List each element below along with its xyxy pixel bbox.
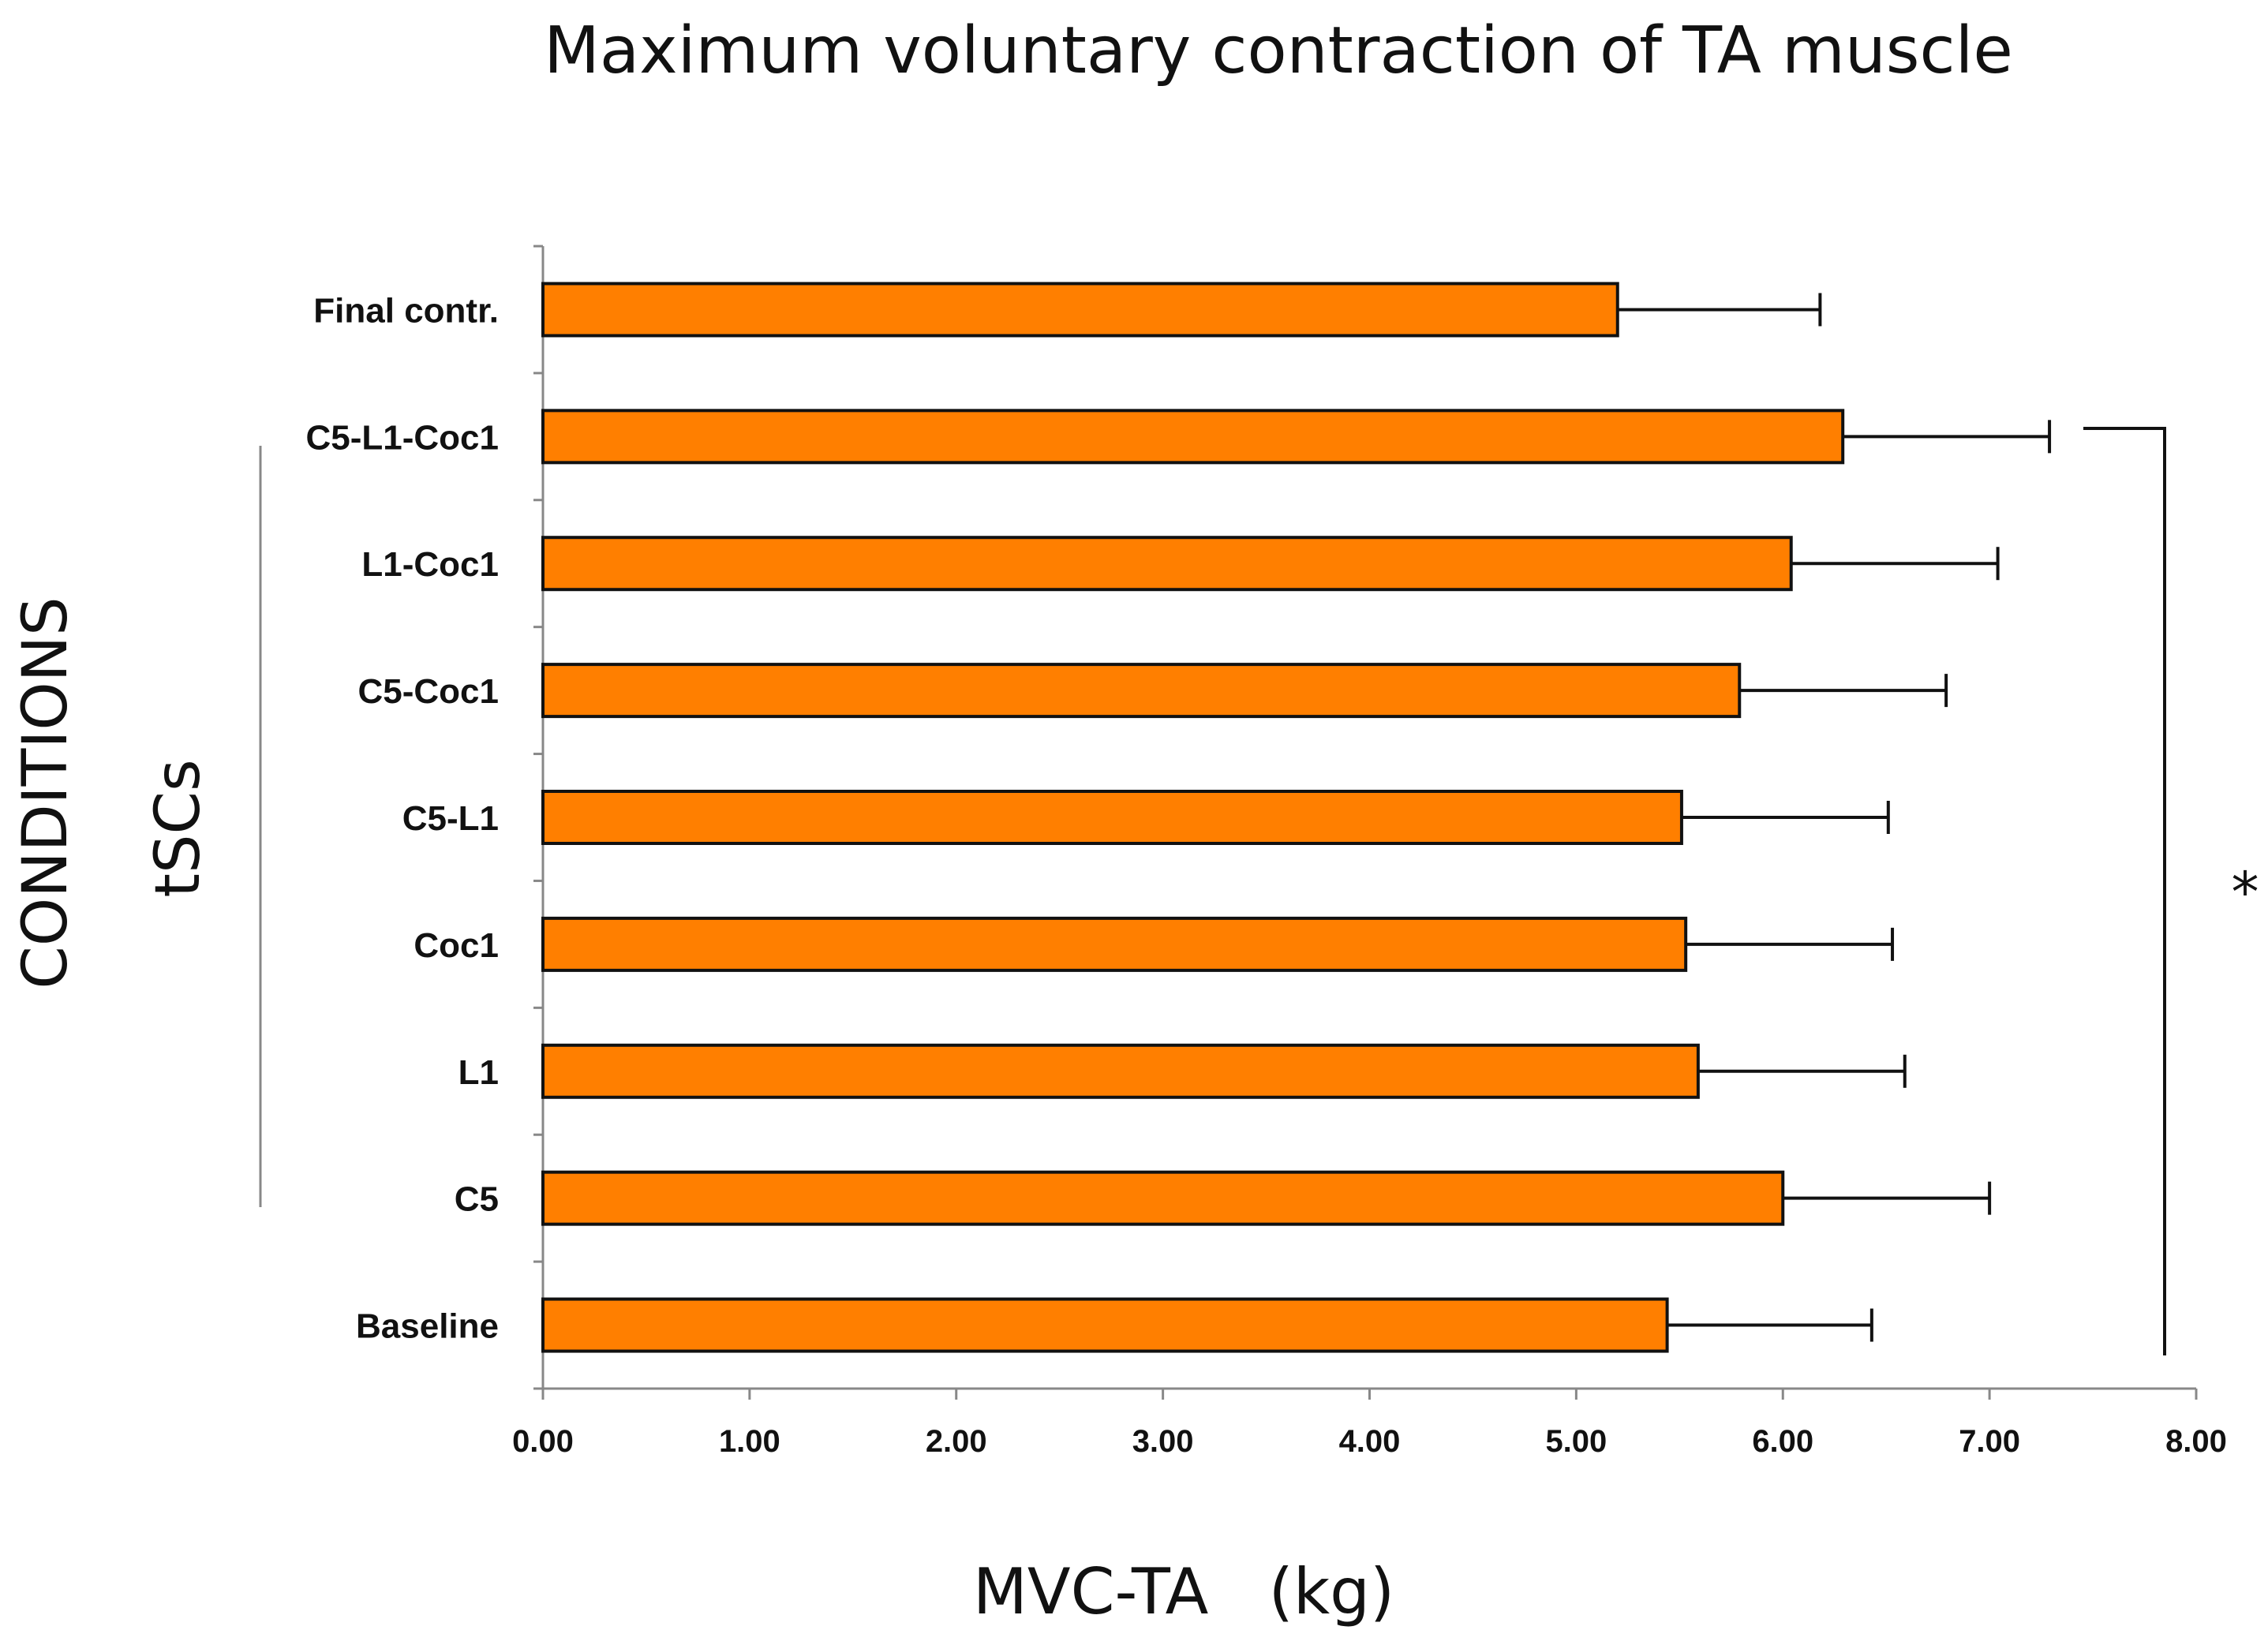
x-tick-label: 3.00 [1132, 1424, 1194, 1459]
x-tick-label: 1.00 [719, 1424, 780, 1459]
bar [541, 282, 1619, 338]
x-tick-label: 4.00 [1339, 1424, 1401, 1459]
bar [541, 790, 1683, 845]
category-label: L1 [458, 1053, 499, 1092]
x-axis-label: MVC-TA (kg) [973, 1555, 1394, 1628]
category-label: Coc1 [414, 926, 499, 965]
bar [541, 409, 1845, 465]
category-label: C5-L1 [402, 799, 499, 838]
chart-title: Maximum voluntary contraction of TA musc… [544, 13, 2013, 88]
category-label: Final contr. [313, 291, 499, 330]
significance-marker: * [2232, 860, 2259, 925]
category-label: L1-Coc1 [361, 545, 499, 584]
x-tick-label: 8.00 [2165, 1424, 2227, 1459]
x-tick-label: 5.00 [1545, 1424, 1607, 1459]
category-label: C5-Coc1 [358, 672, 500, 711]
bar [541, 1043, 1700, 1099]
significance-bracket [2083, 427, 2166, 1355]
plot-area: 0.00 1.00 2.00 3.00 4.00 5.00 6.00 7.00 8.00 Fina… [306, 245, 2227, 1459]
bar [541, 916, 1688, 972]
group-label: tSCs [143, 759, 214, 897]
bar [541, 536, 1793, 592]
x-tick-label: 2.00 [926, 1424, 987, 1459]
y-axis-label: CONDITIONS [10, 596, 81, 989]
bar [541, 1170, 1785, 1226]
category-label: C5-L1-Coc1 [306, 418, 500, 457]
x-tick-label: 0.00 [512, 1424, 574, 1459]
category-label: Baseline [356, 1307, 499, 1346]
bar [541, 1297, 1669, 1353]
x-tick-label: 6.00 [1752, 1424, 1813, 1459]
x-tick-label: 7.00 [1959, 1424, 2020, 1459]
category-label: C5 [455, 1180, 499, 1219]
bar [541, 663, 1742, 719]
